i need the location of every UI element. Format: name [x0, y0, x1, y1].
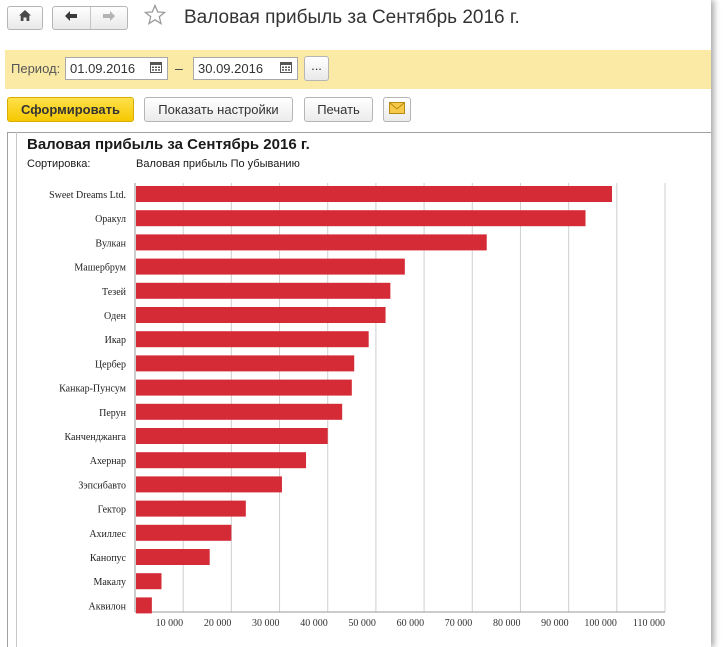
- forward-button[interactable]: [91, 7, 128, 29]
- print-button[interactable]: Печать: [304, 97, 373, 122]
- period-start-calendar-button[interactable]: [146, 59, 166, 78]
- report-area[interactable]: [7, 132, 711, 647]
- period-end-value: 30.09.2016: [198, 61, 264, 76]
- sort-label: Сортировка:: [27, 158, 91, 170]
- period-label: Период:: [11, 61, 61, 76]
- envelope-icon: [389, 102, 405, 117]
- generate-button[interactable]: Сформировать: [7, 97, 134, 122]
- arrow-left-icon: [64, 9, 78, 27]
- show-settings-button[interactable]: Показать настройки: [144, 97, 293, 122]
- window-title: Валовая прибыль за Сентябрь 2016 г.: [184, 7, 520, 28]
- period-start-field[interactable]: 01.09.2016: [65, 57, 168, 80]
- sort-value: Валовая прибыль По убыванию: [136, 158, 300, 170]
- home-button[interactable]: [7, 6, 43, 30]
- report-title: Валовая прибыль за Сентябрь 2016 г.: [27, 136, 310, 153]
- period-end-calendar-button[interactable]: [276, 59, 296, 78]
- star-icon: [143, 3, 167, 31]
- back-button[interactable]: [53, 7, 91, 29]
- history-navigation: [52, 6, 128, 30]
- period-separator: –: [175, 60, 183, 76]
- title-bar: Валовая прибыль за Сентябрь 2016 г.: [0, 0, 711, 40]
- period-start-value: 01.09.2016: [70, 61, 136, 76]
- arrow-right-icon: [102, 9, 116, 27]
- send-email-button[interactable]: [383, 97, 411, 122]
- period-select-button[interactable]: ...: [304, 56, 329, 81]
- calendar-icon: [280, 58, 292, 79]
- home-icon: [18, 9, 32, 27]
- favorite-button[interactable]: [143, 3, 167, 31]
- calendar-icon: [150, 58, 162, 79]
- period-end-field[interactable]: 30.09.2016: [193, 57, 298, 80]
- period-panel: Период: 01.09.2016 – 30.09.2016: [5, 50, 711, 89]
- report-column-divider: [16, 132, 17, 647]
